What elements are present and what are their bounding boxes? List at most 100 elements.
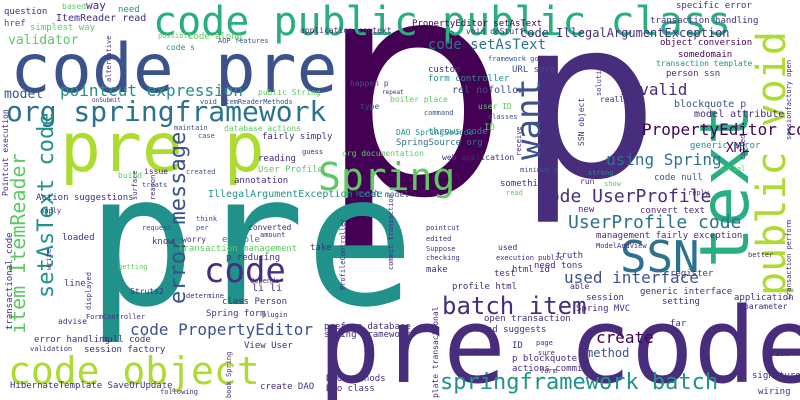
word-invalid: invalid [620, 80, 688, 99]
word-parameter: parameter [744, 302, 788, 311]
word-case: case [198, 132, 215, 140]
word-need: need [118, 5, 140, 15]
word-minimum-p: minimum p [520, 166, 558, 174]
word-write: write [45, 248, 53, 270]
word-take: take [310, 243, 332, 253]
word-specific-error: specific error [676, 1, 752, 11]
word-onsubmit: onSubmit [92, 97, 121, 104]
word-view: View [770, 349, 790, 358]
word-application-context: application context [300, 26, 392, 35]
word-pre-p: pre p [60, 109, 265, 188]
word-pointcut: pointcut [426, 224, 460, 232]
word-object-conversion: object conversion [660, 38, 753, 48]
word-validation: validation [30, 345, 73, 353]
word-reading: reading [258, 154, 296, 164]
word-need-tons: need tons [534, 261, 583, 271]
word-getting: getting [118, 263, 148, 271]
word-classes: classes [488, 113, 518, 121]
word-xml: XML [726, 141, 750, 156]
word-transaction-perform: transaction perform [785, 219, 793, 300]
word-following: following [160, 388, 198, 396]
word-checking: checking [426, 254, 460, 262]
word-formcontroller: FormController [86, 313, 146, 321]
word-using-spring: using Spring [606, 150, 722, 169]
word-springframework-batch: springframework batch [440, 370, 719, 395]
word-receive: receive [515, 126, 523, 156]
word-blockquote-p: blockquote p [674, 99, 747, 110]
word-happen-p: happen p [350, 79, 389, 88]
word-advise: advise [58, 317, 87, 326]
word-id: ID [484, 123, 495, 133]
word-spring-form: Spring form [206, 309, 266, 319]
word-ssn-object: SSN object [577, 97, 586, 146]
word-code-propertyeditor: code PropertyEditor [130, 320, 314, 339]
word-class-person: class Person [222, 297, 288, 307]
word-id2: ID [512, 341, 523, 351]
word-simplest-way: simplest way [30, 23, 96, 33]
word-depends: depends [250, 277, 280, 285]
word-action-suggestions: Action suggestions [36, 193, 134, 203]
word-code-illegalargumentexception: code IllegalArgumentException [520, 26, 730, 40]
word-worry: worry [182, 235, 207, 244]
word-pointcut-expression: pointcut expression [60, 81, 244, 100]
word-spring-framework: spring framework [324, 330, 411, 340]
word-transaction-management: Transaction management [178, 244, 298, 254]
word-person-ssn: person ssn [666, 69, 721, 79]
word-code-public-public-class: code public public class [153, 0, 731, 45]
word-better: better [748, 251, 774, 259]
word-question: question [4, 7, 48, 17]
word-propertyeditor-code: PropertyEditor code [642, 120, 800, 139]
word-run: run [580, 177, 595, 186]
word-web-application: web application [442, 153, 515, 162]
word-read: read [506, 189, 523, 197]
word-user-id: user ID [478, 102, 512, 111]
word-hibernatetemplate: HibernateTemplate SaveOrUpdate [10, 381, 173, 391]
word-reason: reason [149, 174, 157, 200]
word-create-dao: create DAO [260, 382, 315, 392]
word-possible: possible [158, 32, 192, 40]
word-org-springframework: org springframework [6, 95, 327, 128]
word-command: command [424, 109, 454, 117]
word-convert-text: convert text [640, 206, 706, 216]
word-database-actions: database actions [224, 124, 302, 133]
word-model-model: Model model [356, 190, 409, 199]
word-aop-features: AOP features [218, 37, 269, 45]
word-html-id: html id [512, 265, 550, 275]
word-edited: edited [426, 235, 452, 243]
word-truth: truth [556, 251, 584, 261]
word-register: register [670, 269, 714, 279]
word-application: application [734, 293, 794, 303]
word-actions-commit: actions commit [512, 364, 588, 374]
word-transaction-handling: transaction handling [650, 16, 759, 26]
word-propertyeditor-settastext: PropertyEditor setAsText [412, 19, 543, 29]
word-something: something [500, 179, 549, 189]
word-way: way [86, 0, 106, 12]
word-suppose: Suppose [426, 245, 456, 253]
word-session-factory: session factory [84, 345, 166, 355]
word-book-spring: book Spring [225, 351, 233, 398]
word-illegalargumentexception-code: IllegalArgumentException code [208, 189, 383, 200]
word-itemreader-read: ItemReader read [56, 13, 147, 24]
word-solution: solution [595, 62, 603, 96]
word-setting: setting [662, 297, 700, 307]
word-url-sure: URL sure [512, 65, 556, 75]
word-test: test [494, 269, 516, 279]
word-li-li: li li [252, 283, 283, 294]
word-page: page [536, 339, 553, 347]
word-null-code: null code [102, 335, 151, 345]
word-preform-database: preform database [324, 322, 411, 332]
word-code-s: code s [166, 43, 195, 52]
word-line: line [64, 279, 86, 289]
word-management-fairly-exception: management fairly exception [596, 231, 743, 241]
word-make: make [426, 265, 448, 275]
word-sure: sure [538, 349, 555, 357]
word-commit-transaction: commit transaction [387, 194, 395, 270]
word-error-message: error message [166, 131, 191, 304]
word-userprofile-code: UserProfile code [568, 212, 742, 233]
word-struts2: Struts2 [130, 287, 164, 296]
word-maintain: maintain [174, 124, 208, 132]
word-actual: actual [720, 165, 746, 173]
word-build: build [118, 171, 143, 180]
word-sessionfactory-open: sessionfactory open [785, 59, 793, 140]
word-code-setastext: code setAsText [428, 37, 547, 53]
